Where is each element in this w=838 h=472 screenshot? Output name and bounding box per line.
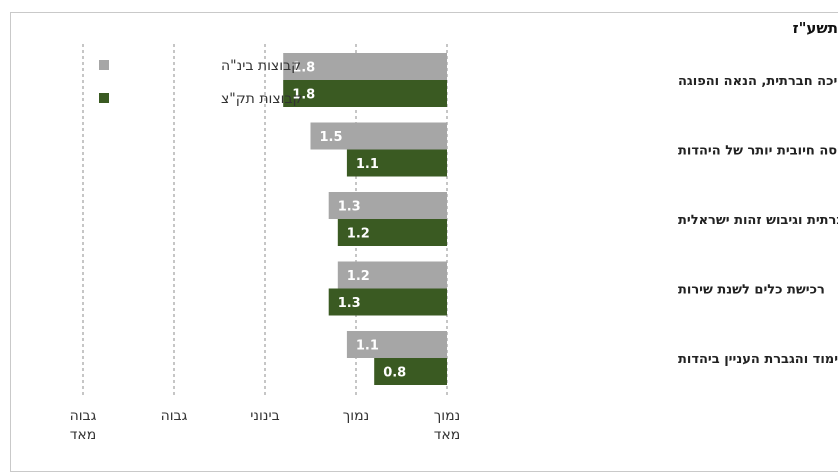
chart-title: תשע"ז [792,19,838,37]
x-tick-label: מאד [434,427,461,443]
bar-value-label: 1.2 [347,269,370,284]
x-tick-label: נמוך [343,408,369,424]
bar-value-label: 1.2 [347,227,370,242]
value-labels: 1.8 1.8 1.5 1.1 1.3 1.2 1.2 1.3 1.1 0.8 [292,61,406,381]
category-label: לימוד והגברת העניין ביהדות [678,352,838,367]
legend-label: קבוצות תק"צ [221,91,303,107]
x-tick-label: מאד [70,427,97,443]
bar-value-label: 1.8 [292,61,315,76]
bar [337,219,447,246]
x-axis-ticks: נמוך מאד נמוך בינוני גבוה גבוה מאד [70,408,461,443]
bar [283,53,447,80]
category-labels: תמיכה חברתית, הנאה והפוגה פיתוח תפיסה חיו… [678,74,838,367]
bar [374,358,447,385]
legend-label: קבוצות בינ"ה [221,58,301,74]
bar-value-label: 1.1 [356,339,379,354]
category-label: רכישת כלים לשנת שירות [678,283,825,298]
bar [283,80,447,107]
category-label: פיתוח מודעות חברתית וגיבוש זהות ישראלית [678,213,838,228]
x-tick-label: נמוך [434,408,460,424]
category-label: פיתוח תפיסה חיובית יותר של היהדות [678,144,838,159]
x-tick-label: בינוני [250,408,279,424]
bar-value-label: 1.1 [356,157,379,172]
bar-value-label: 1.3 [338,200,361,215]
x-tick-label: גבוה [70,408,97,424]
bar [346,149,447,177]
category-label: תמיכה חברתית, הנאה והפוגה [678,74,838,89]
legend-swatch [99,93,109,103]
legend-swatch [99,60,109,70]
bar-value-label: 1.5 [320,130,343,145]
x-tick-label: גבוה [161,408,188,424]
bar-value-label: 1.8 [292,88,315,103]
bar-value-label: 0.8 [383,366,406,381]
bar [310,122,447,150]
bars [283,53,447,385]
bar [337,261,447,289]
bar-value-label: 1.3 [338,296,361,311]
bar [328,288,447,316]
legend: קבוצות בינ"ה קבוצות תק"צ [99,58,303,107]
bar [346,331,447,358]
bar [328,192,447,219]
